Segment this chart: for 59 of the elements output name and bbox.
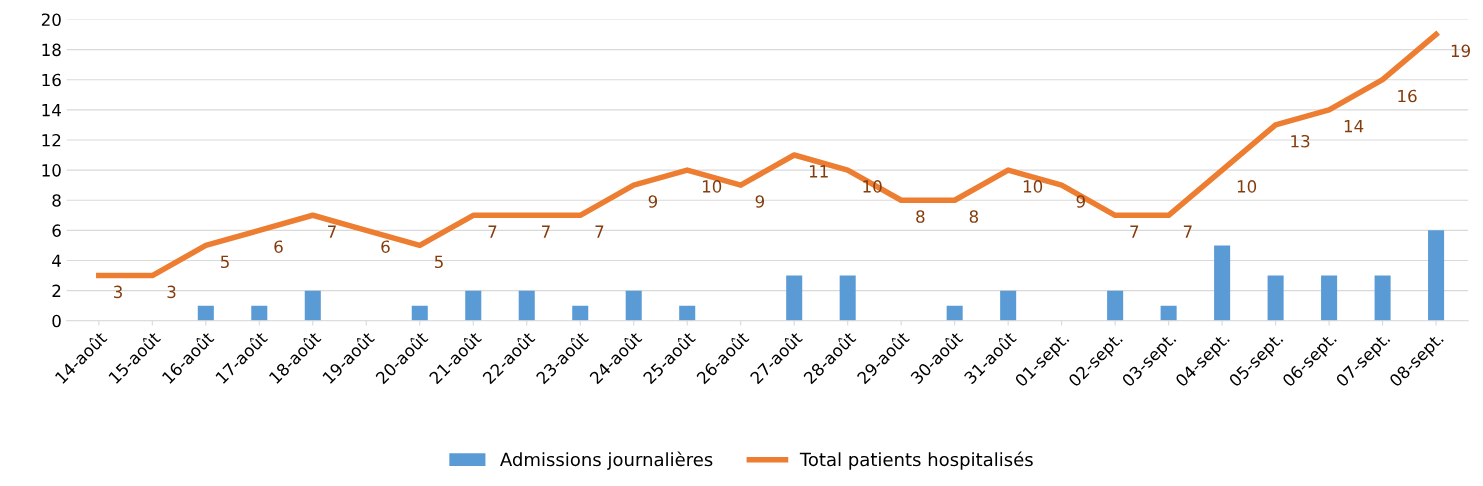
bar xyxy=(251,305,268,321)
data-label: 5 xyxy=(434,255,443,269)
bar xyxy=(1428,230,1445,321)
data-label: 3 xyxy=(113,285,122,299)
data-label: 7 xyxy=(328,225,336,238)
data-label: 10 xyxy=(863,180,882,193)
data-label: 16 xyxy=(1398,89,1417,103)
data-label: 9 xyxy=(1076,195,1085,208)
y-tick-label: 18 xyxy=(42,43,61,57)
data-label: 14 xyxy=(1344,120,1364,133)
data-label: 6 xyxy=(274,240,283,253)
y-tick-label: 0 xyxy=(52,314,61,328)
data-label: 7 xyxy=(1130,225,1139,238)
bar xyxy=(1000,290,1017,321)
data-label: 3 xyxy=(167,285,176,299)
bar xyxy=(411,305,428,321)
bar xyxy=(1374,275,1391,321)
data-label: 19 xyxy=(1451,44,1470,58)
data-label: 9 xyxy=(648,195,658,208)
data-label: 7 xyxy=(542,225,550,238)
legend-label: Total patients hospitalisés xyxy=(799,451,1033,470)
bar xyxy=(572,305,589,321)
data-label: 10 xyxy=(702,180,722,193)
bar xyxy=(465,290,482,321)
y-tick-label: 20 xyxy=(41,13,61,27)
bar xyxy=(946,305,963,321)
data-label: 11 xyxy=(809,165,828,178)
data-label: 7 xyxy=(1183,225,1192,238)
bar xyxy=(625,290,642,321)
y-tick-label: 6 xyxy=(52,224,61,237)
bar xyxy=(518,290,535,321)
data-label: 6 xyxy=(381,240,390,253)
data-label: 8 xyxy=(969,210,979,223)
bar xyxy=(304,290,321,321)
bar xyxy=(1160,305,1177,321)
bar xyxy=(786,275,803,321)
bar xyxy=(679,305,696,321)
y-tick-label: 14 xyxy=(42,104,61,117)
y-tick-label: 12 xyxy=(42,133,61,147)
y-tick-label: 2 xyxy=(52,284,61,297)
y-tick-label: 4 xyxy=(52,254,61,267)
bar xyxy=(1321,275,1338,321)
bar xyxy=(197,305,214,321)
data-label: 5 xyxy=(220,255,229,269)
y-tick-label: 8 xyxy=(52,194,61,207)
legend-label: Admissions journalières xyxy=(500,451,713,470)
bar xyxy=(1214,245,1231,321)
data-label: 7 xyxy=(488,225,497,238)
data-label: 9 xyxy=(755,195,765,208)
bar xyxy=(839,275,856,321)
bar xyxy=(1267,275,1284,321)
data-label: 13 xyxy=(1291,134,1310,148)
data-label: 10 xyxy=(1023,180,1043,193)
bar xyxy=(1107,290,1124,321)
data-label: 7 xyxy=(595,225,604,238)
y-tick-label: 10 xyxy=(42,164,61,177)
data-label: 8 xyxy=(916,210,925,223)
data-label: 10 xyxy=(1237,180,1257,193)
y-tick-label: 16 xyxy=(42,73,61,87)
